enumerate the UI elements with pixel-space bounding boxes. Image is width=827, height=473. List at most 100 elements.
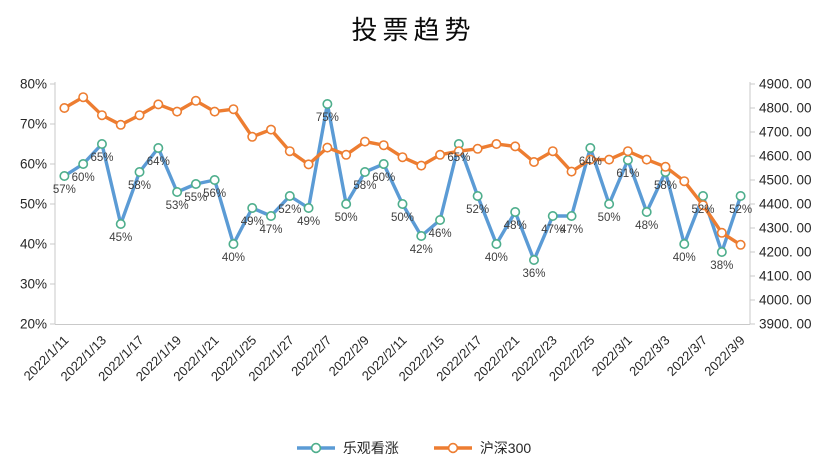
data-label-optimistic: 45% xyxy=(109,232,132,244)
data-point-marker-optimistic xyxy=(322,99,333,110)
data-point-marker-hs300 xyxy=(660,161,671,172)
data-label-optimistic: 61% xyxy=(616,168,639,180)
data-point-marker-optimistic xyxy=(735,191,746,202)
data-label-optimistic: 58% xyxy=(128,180,151,192)
y-axis-right-label: 4100. 00 xyxy=(759,269,812,284)
data-point-marker-hs300 xyxy=(510,141,521,152)
data-point-marker-optimistic xyxy=(679,239,690,250)
data-label-optimistic: 42% xyxy=(410,244,433,256)
data-label-optimistic: 40% xyxy=(485,252,508,264)
legend-item-optimistic[interactable]: 乐观看涨 xyxy=(296,438,399,458)
y-axis-right-label: 4800. 00 xyxy=(759,101,812,116)
data-point-marker-optimistic xyxy=(190,179,201,190)
data-point-marker-hs300 xyxy=(153,99,164,110)
x-axis-label: 2022/3/1 xyxy=(589,333,635,379)
data-point-marker-optimistic xyxy=(59,171,70,182)
data-point-marker-optimistic xyxy=(435,215,446,226)
series-line-optimistic xyxy=(62,102,743,262)
data-point-marker-hs300 xyxy=(378,140,389,151)
y-axis-left-label: 50% xyxy=(20,197,47,212)
data-label-optimistic: 48% xyxy=(504,220,527,232)
data-label-optimistic: 65% xyxy=(90,152,113,164)
data-label-optimistic: 56% xyxy=(203,188,226,200)
data-point-marker-hs300 xyxy=(604,154,615,165)
data-point-marker-optimistic xyxy=(359,167,370,178)
data-label-optimistic: 75% xyxy=(316,112,339,124)
data-label-optimistic: 48% xyxy=(635,220,658,232)
data-label-optimistic: 55% xyxy=(184,192,207,204)
data-label-optimistic: 53% xyxy=(166,200,189,212)
data-label-optimistic: 60% xyxy=(72,172,95,184)
y-axis-right-label: 4600. 00 xyxy=(759,149,812,164)
data-point-marker-hs300 xyxy=(359,136,370,147)
data-point-marker-optimistic xyxy=(472,191,483,202)
data-point-marker-optimistic xyxy=(397,199,408,210)
data-point-marker-optimistic xyxy=(641,207,652,218)
data-label-optimistic: 36% xyxy=(522,268,545,280)
data-point-marker-optimistic xyxy=(416,231,427,242)
data-label-optimistic: 64% xyxy=(147,156,170,168)
legend-label-optimistic: 乐观看涨 xyxy=(342,440,399,456)
y-axis-left-label: 80% xyxy=(20,77,47,92)
y-axis-right-label: 4700. 00 xyxy=(759,125,812,140)
data-point-marker-hs300 xyxy=(472,143,483,154)
data-point-marker-optimistic xyxy=(172,187,183,198)
data-label-optimistic: 50% xyxy=(335,212,358,224)
data-point-marker-hs300 xyxy=(453,146,464,157)
data-point-marker-optimistic xyxy=(566,211,577,222)
legend-item-hs300[interactable]: 沪深300 xyxy=(433,438,531,458)
data-point-marker-optimistic xyxy=(209,175,220,186)
data-point-marker-hs300 xyxy=(134,110,145,121)
data-label-optimistic: 52% xyxy=(466,204,489,216)
data-point-marker-hs300 xyxy=(115,119,126,130)
data-label-optimistic: 57% xyxy=(53,184,76,196)
data-point-marker-optimistic xyxy=(510,207,521,218)
data-point-marker-optimistic xyxy=(585,143,596,154)
data-label-optimistic: 52% xyxy=(729,204,752,216)
data-label-optimistic: 52% xyxy=(278,204,301,216)
data-label-optimistic: 60% xyxy=(372,172,395,184)
data-label-optimistic: 47% xyxy=(541,224,564,236)
data-point-marker-hs300 xyxy=(59,103,70,114)
data-point-marker-hs300 xyxy=(78,92,89,103)
y-axis-left-label: 40% xyxy=(20,237,47,252)
data-point-marker-optimistic xyxy=(341,199,352,210)
y-axis-right-label: 3900. 00 xyxy=(759,317,812,332)
data-point-marker-hs300 xyxy=(435,149,446,160)
data-point-marker-hs300 xyxy=(622,146,633,157)
data-point-marker-hs300 xyxy=(266,124,277,135)
data-point-marker-hs300 xyxy=(416,160,427,171)
legend-label-hs300: 沪深300 xyxy=(479,440,532,456)
x-axis-label: 2022/3/3 xyxy=(626,333,672,379)
data-point-marker-hs300 xyxy=(96,110,107,121)
data-label-optimistic: 50% xyxy=(598,212,621,224)
legend: 乐观看涨 沪深300 xyxy=(0,438,827,458)
data-point-marker-hs300 xyxy=(566,166,577,177)
data-point-marker-optimistic xyxy=(716,247,727,258)
data-label-optimistic: 49% xyxy=(297,216,320,228)
data-point-marker-optimistic xyxy=(378,159,389,170)
data-point-marker-hs300 xyxy=(284,146,295,157)
y-axis-right-label: 4500. 00 xyxy=(759,173,812,188)
data-point-marker-optimistic xyxy=(698,191,709,202)
data-point-marker-hs300 xyxy=(209,106,220,117)
legend-marker-optimistic-icon xyxy=(296,442,335,454)
data-point-marker-optimistic xyxy=(228,239,239,250)
data-point-marker-hs300 xyxy=(716,227,727,238)
data-label-optimistic: 47% xyxy=(560,224,583,236)
y-axis-left-label: 60% xyxy=(20,157,47,172)
data-point-marker-optimistic xyxy=(153,143,164,154)
data-label-optimistic: 49% xyxy=(241,216,264,228)
data-point-marker-hs300 xyxy=(528,157,539,168)
data-point-marker-optimistic xyxy=(96,139,107,150)
data-point-marker-hs300 xyxy=(585,154,596,165)
data-point-marker-hs300 xyxy=(172,106,183,117)
data-label-optimistic: 46% xyxy=(429,228,452,240)
data-label-optimistic: 40% xyxy=(222,252,245,264)
y-axis-left-label: 70% xyxy=(20,117,47,132)
y-axis-right-label: 4000. 00 xyxy=(759,293,812,308)
y-axis-right-label: 4300. 00 xyxy=(759,221,812,236)
data-point-marker-hs300 xyxy=(679,176,690,187)
